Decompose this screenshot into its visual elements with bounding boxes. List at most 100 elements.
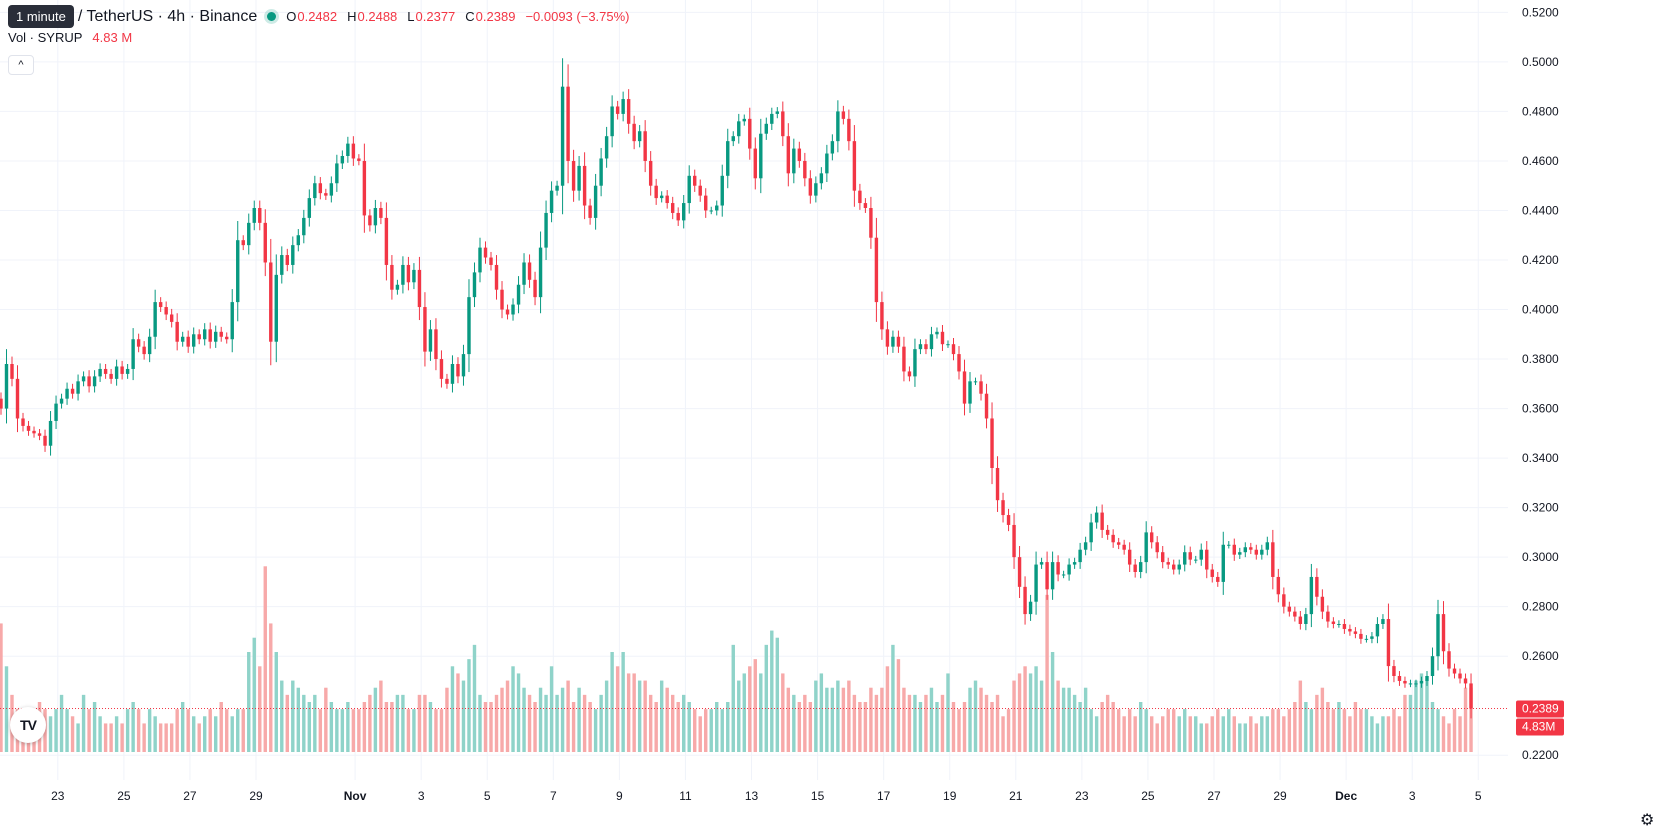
gear-icon[interactable]: ⚙ (1640, 812, 1655, 829)
candle-body (1161, 552, 1165, 563)
volume-bar (1342, 709, 1347, 752)
candle-body (158, 302, 163, 308)
candle-body (858, 190, 862, 204)
volume-bar (1441, 716, 1446, 752)
candle-body (241, 240, 245, 246)
candle-body (236, 240, 240, 303)
volume-bar (792, 694, 796, 752)
candle-body (1122, 544, 1126, 550)
volume-bar (957, 709, 961, 752)
volume-bar (70, 716, 75, 752)
candle-body (285, 255, 289, 265)
candle-body (351, 143, 356, 159)
volume-bar (1408, 694, 1413, 752)
volume-bar (1298, 680, 1303, 752)
candle-body (505, 309, 510, 315)
volume-bar (742, 673, 746, 752)
candle-body (1138, 562, 1143, 572)
volume-bar (1001, 716, 1005, 752)
candle-body (1050, 562, 1055, 590)
volume-bar (500, 687, 504, 752)
candle-body (1001, 500, 1005, 516)
candle-body (1183, 552, 1187, 565)
volume-bar (984, 694, 989, 752)
candle-body (65, 388, 69, 399)
volume-bar (230, 716, 234, 752)
volume-bar (1221, 716, 1225, 752)
time-axis[interactable]: 23 25 27 29 Nov 3 5 7 9 11 13 15 17 19 21 23 25 27 29 Dec 3 5 (51, 789, 1482, 803)
candle-body (1034, 564, 1038, 602)
volume-bar (324, 687, 328, 752)
candle-body (125, 368, 130, 374)
candle-body (164, 307, 168, 315)
volume-bar (1061, 687, 1066, 752)
candle-body (626, 99, 631, 124)
volume-bar (219, 702, 223, 752)
volume-bar (4, 666, 9, 752)
volume-bar (1403, 694, 1407, 752)
volume-bar (81, 694, 86, 752)
candle-body (1116, 542, 1121, 545)
tradingview-logo-icon[interactable]: TV (10, 707, 46, 743)
candle-body (153, 302, 157, 337)
volume-bar (1260, 716, 1264, 752)
volume-bar (274, 652, 278, 752)
candle-body (340, 156, 345, 164)
volume-bar (307, 702, 312, 752)
volume-label[interactable]: Vol · SYRUP (8, 30, 83, 45)
candle-body (291, 245, 295, 265)
candle-body (120, 366, 124, 374)
volume-bar (169, 723, 174, 752)
market-status-icon[interactable] (267, 12, 277, 21)
volume-bar (588, 702, 592, 752)
change-value: −0.0093 (−3.75%) (525, 9, 630, 24)
candle-body (1028, 601, 1033, 615)
candle-body (830, 141, 835, 154)
candle-body (968, 381, 972, 404)
volume-bar (1370, 716, 1374, 752)
volume-bar (775, 637, 780, 752)
candle-body (1012, 524, 1016, 558)
price-axis[interactable]: 0.5200 0.5000 0.4800 0.4600 0.4400 0.4200 0.40… (1522, 5, 1559, 762)
volume-bar (670, 694, 675, 752)
candle-body (208, 329, 212, 342)
volume-bar (940, 694, 945, 752)
volume-bar (693, 709, 697, 752)
volume-bar (538, 687, 543, 752)
time-tick-label: 25 (1141, 789, 1155, 803)
candle-body (676, 212, 680, 221)
volume-bar (1243, 723, 1248, 752)
collapse-legend-button[interactable]: ^ (8, 55, 34, 75)
volume-bar (726, 702, 730, 752)
candle-body (1089, 522, 1093, 543)
volume-bar (1320, 687, 1325, 752)
high-value: 0.2488 (357, 9, 398, 24)
candle-body (841, 111, 846, 119)
candle-body (538, 247, 543, 298)
candle-body (489, 257, 493, 265)
volume-bar (208, 709, 212, 752)
volume-bar (1023, 666, 1027, 752)
volume-bar (1238, 723, 1242, 752)
volume-bar (962, 702, 967, 752)
volume-bar (681, 694, 686, 752)
candle-body (456, 364, 460, 377)
volume-bar (164, 723, 168, 752)
price-tick-label: 0.3600 (1522, 402, 1559, 416)
candle-body (792, 148, 796, 174)
candle-body (186, 336, 190, 347)
candle-body (1458, 673, 1462, 679)
volume-bar (1045, 594, 1049, 752)
volume-bar (1094, 716, 1099, 752)
candle-body (1337, 624, 1341, 625)
candle-body (825, 153, 829, 174)
candle-body (803, 160, 807, 179)
candle-body (70, 388, 75, 394)
symbol-title[interactable]: / TetherUS · 4h · Binance (77, 7, 258, 25)
candle-body (1287, 606, 1292, 612)
time-tick-label: 21 (1009, 789, 1023, 803)
candle-body (483, 247, 488, 258)
candle-body (92, 376, 97, 387)
volume-bar (1166, 709, 1170, 752)
